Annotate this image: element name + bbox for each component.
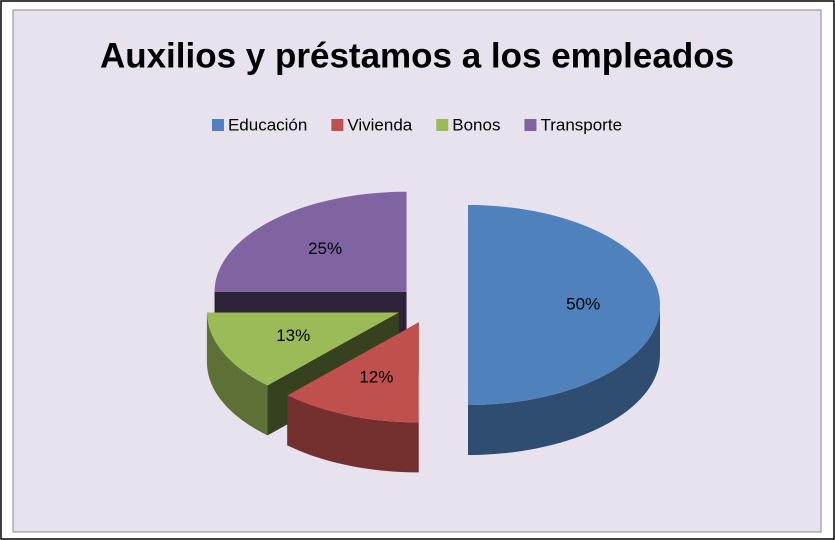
slice-side xyxy=(287,395,419,473)
slice xyxy=(206,312,399,386)
legend-label: Transporte xyxy=(540,115,622,134)
chart-title: Auxilios y préstamos a los empleados xyxy=(100,36,734,75)
data-label: 25% xyxy=(308,239,342,258)
legend-swatch xyxy=(331,119,344,131)
slice-side xyxy=(468,305,660,455)
slice xyxy=(287,322,419,423)
slice xyxy=(468,205,660,405)
legend-label: Educación xyxy=(228,115,307,134)
legend-label: Vivienda xyxy=(347,115,412,134)
data-label: 12% xyxy=(359,368,393,387)
legend-swatch xyxy=(211,119,224,131)
legend: Educación Vivienda Bonos Transporte xyxy=(211,115,622,134)
pie xyxy=(206,191,660,473)
legend-label: Bonos xyxy=(452,115,500,134)
legend-swatch xyxy=(436,119,449,131)
data-label: 13% xyxy=(276,326,310,345)
data-label: 50% xyxy=(566,294,600,313)
slice xyxy=(214,191,407,292)
legend-swatch xyxy=(524,119,537,131)
data-labels: 25% 50% 13% 12% xyxy=(276,239,600,387)
slice-side xyxy=(206,312,268,436)
